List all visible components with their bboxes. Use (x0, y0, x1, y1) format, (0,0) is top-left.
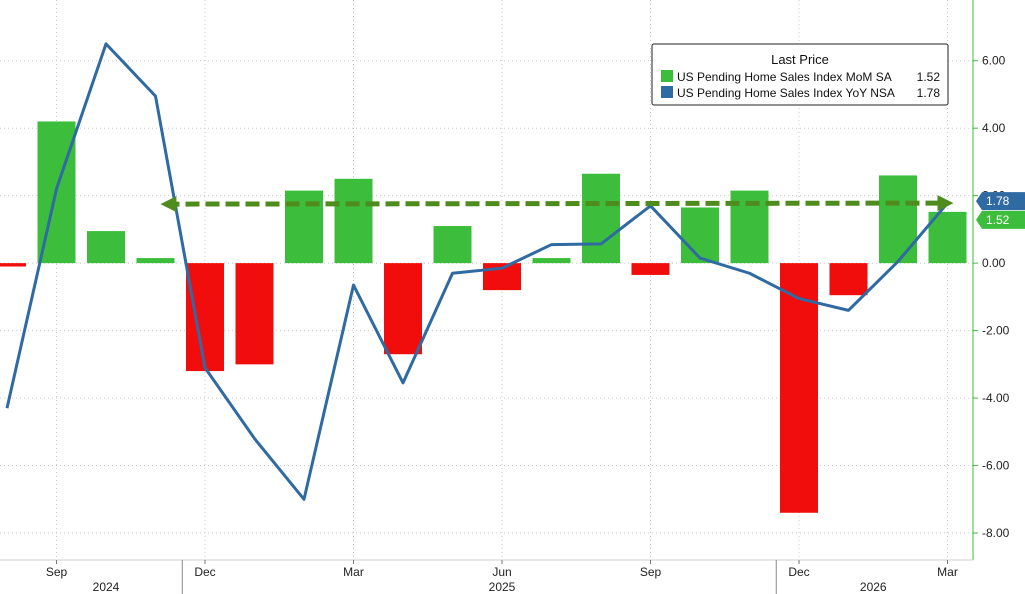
x-tick-label: Dec (788, 565, 809, 579)
x-tick-label: Dec (194, 565, 215, 579)
y-tick-label: -2.00 (982, 324, 1010, 338)
dashed-arrow-head-left (160, 196, 177, 213)
bar (186, 263, 224, 372)
bar (582, 173, 620, 264)
axis-badge (976, 210, 1025, 229)
bar (681, 207, 719, 264)
x-tick-label: Jun (492, 565, 511, 579)
line-path (5, 42, 949, 501)
legend-entry-value: 1.78 (917, 86, 941, 100)
axis-badge (976, 192, 1025, 211)
x-tick-label: Sep (640, 565, 662, 579)
bar (532, 258, 571, 264)
bar (334, 178, 373, 264)
bar (136, 258, 175, 264)
x-tick-label: Mar (343, 565, 364, 579)
y-tick-label: -6.00 (982, 459, 1010, 473)
year-label: 2026 (860, 580, 887, 594)
legend: Last Price US Pending Home Sales Index Mo… (651, 43, 949, 106)
bar (235, 263, 274, 365)
dashed-arrow-head-right (937, 195, 954, 212)
legend-entry-value: 1.52 (917, 70, 941, 84)
y-tick-label: 4.00 (982, 121, 1006, 135)
bar (87, 231, 125, 264)
y-tick-label: -8.00 (982, 526, 1010, 540)
bar-series (0, 121, 967, 513)
bar (631, 263, 670, 275)
y-tick-label: 6.00 (982, 54, 1006, 68)
x-tick-label: Mar (937, 565, 958, 579)
y-tick-label: 0.00 (982, 256, 1006, 270)
bar (928, 211, 967, 264)
x-axis: Sep Dec Mar Jun Sep Dec Mar 2024 2025 2026 (0, 559, 973, 594)
y-tick-label: -4.00 (982, 391, 1010, 405)
legend-entry-label: US Pending Home Sales Index MoM SA (677, 70, 892, 84)
legend-entry-label: US Pending Home Sales Index YoY NSA (677, 86, 895, 100)
bar (0, 263, 26, 267)
bar (780, 263, 818, 513)
y-axis: 6.004.002.000.00-2.00-4.00-6.00-8.001.52… (972, 0, 1025, 560)
legend-swatch (661, 86, 673, 98)
axis-badge-label: 1.78 (986, 194, 1010, 208)
bar (879, 175, 917, 264)
axis-badge-label: 1.52 (986, 213, 1010, 227)
legend-box (651, 43, 949, 106)
bar (433, 226, 472, 264)
bar (829, 263, 868, 296)
bar (384, 263, 422, 355)
legend-swatch (661, 70, 673, 82)
line-series (5, 42, 949, 501)
year-label: 2024 (93, 580, 120, 594)
x-tick-label: Sep (46, 565, 68, 579)
year-label: 2025 (489, 580, 516, 594)
legend-title: Last Price (771, 52, 829, 67)
dashed-arrow-shaft (172, 200, 940, 207)
annotation-layer (160, 195, 954, 213)
